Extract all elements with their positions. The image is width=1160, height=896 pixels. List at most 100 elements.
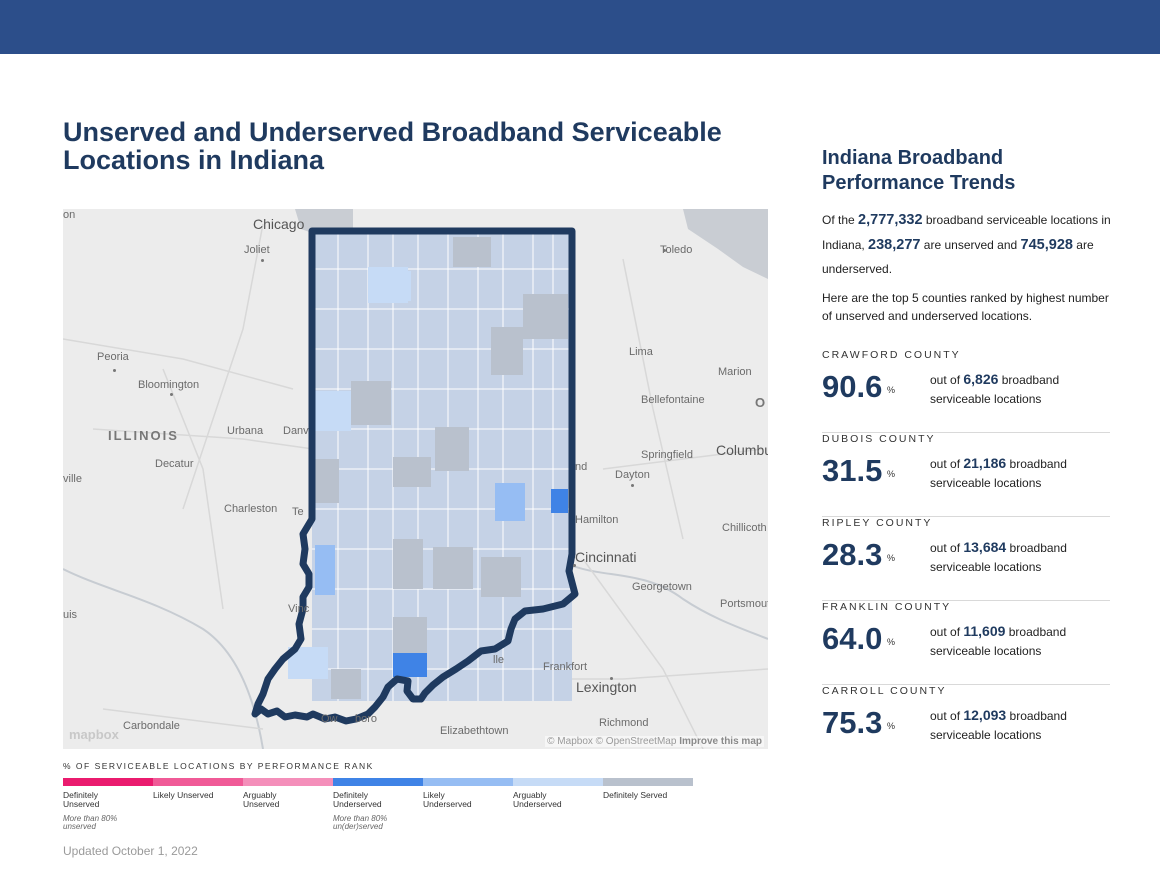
county-card: FRANKLIN COUNTY 64.0 % out of 11,609 bro…: [822, 601, 1110, 685]
map-label: on: [63, 209, 76, 221]
ohio-river: [567, 563, 768, 640]
county-tile[interactable]: [453, 237, 491, 267]
county-percent: 90.6: [822, 369, 883, 404]
map-attribution[interactable]: © Mapbox © OpenStreetMap Improve this ma…: [545, 736, 764, 747]
county-layer[interactable]: [288, 231, 572, 701]
suffix-label: broadband serviceable locations: [930, 709, 1067, 742]
map-label: boro: [355, 713, 378, 725]
county-tile[interactable]: [523, 294, 568, 339]
county-tile[interactable]: [315, 545, 335, 595]
legend-item: Likely Unserved: [153, 778, 243, 800]
county-tile[interactable]: [313, 459, 339, 503]
legend-swatch: [423, 778, 513, 786]
legend-title: % OF SERVICEABLE LOCATIONS BY PERFORMANC…: [63, 761, 374, 771]
map-label: O: [755, 395, 768, 410]
county-tile[interactable]: [435, 427, 469, 471]
total-locations: 2,777,332: [858, 212, 923, 228]
page-title: Unserved and Underserved Broadband Servi…: [63, 117, 722, 175]
county-name: CARROLL COUNTY: [822, 685, 947, 697]
map-label: Vinc: [288, 603, 310, 615]
city-dot: [663, 249, 666, 252]
sidebar-intro: Here are the top 5 counties ranked by hi…: [822, 291, 1109, 323]
map-label: Richmond: [599, 717, 649, 729]
legend-swatch: [513, 778, 603, 786]
county-tile[interactable]: [351, 381, 391, 425]
road-network: [63, 223, 768, 749]
county-name: RIPLEY COUNTY: [822, 517, 933, 529]
map-label: Carbondale: [123, 720, 180, 732]
updated-date: Updated October 1, 2022: [63, 844, 198, 858]
map-label: Lima: [629, 346, 653, 358]
county-card: CARROLL COUNTY 75.3 % out of 12,093 broa…: [822, 685, 1110, 769]
legend-note: More than 80% un(der)served: [333, 814, 388, 831]
map-label: Bloomington: [138, 379, 200, 391]
city-dot: [573, 564, 576, 567]
map-label: Elizabethtown: [440, 725, 509, 737]
map-label: Danv: [283, 425, 309, 437]
summary-text: are underserved.: [822, 237, 1094, 277]
county-tile-crawford[interactable]: [393, 653, 427, 677]
county-name: DUBOIS COUNTY: [822, 433, 936, 445]
county-total: 13,684: [963, 539, 1007, 555]
out-of-label: out of: [930, 373, 964, 387]
map-canvas[interactable]: [63, 209, 768, 749]
suffix-label: broadband serviceable locations: [930, 541, 1067, 574]
unserved-count: 238,277: [868, 236, 921, 253]
county-percent: 75.3: [822, 705, 883, 740]
suffix-label: broadband serviceable locations: [930, 625, 1067, 658]
county-description: out of 11,609 broadband serviceable loca…: [930, 622, 1110, 661]
attribution-text[interactable]: © Mapbox © OpenStreetMap: [547, 736, 677, 747]
city-dot: [610, 677, 613, 680]
county-tile[interactable]: [368, 267, 408, 303]
county-description: out of 12,093 broadband serviceable loca…: [930, 706, 1110, 745]
legend-item: Definitely Served: [603, 778, 693, 800]
legend-label: Definitely Unserved: [63, 790, 100, 809]
county-tile[interactable]: [393, 617, 427, 653]
indiana-map[interactable]: Chicago Joliet Toledo Peoria Bloomington…: [63, 209, 768, 749]
top-banner: [0, 0, 1160, 54]
map-label: Toledo: [660, 244, 693, 256]
mapbox-logo[interactable]: mapbox: [69, 727, 119, 742]
legend-swatch: [333, 778, 423, 786]
suffix-label: broadband serviceable locations: [930, 457, 1067, 490]
map-label: Columbu: [716, 442, 768, 458]
map-label: Chillicoth: [722, 522, 767, 534]
city-dot: [261, 259, 264, 262]
map-label: Ow: [321, 713, 338, 725]
percent-sign: %: [887, 553, 896, 563]
county-name: FRANKLIN COUNTY: [822, 601, 952, 613]
county-tile[interactable]: [393, 457, 431, 487]
city-dot: [170, 393, 173, 396]
percent-sign: %: [887, 721, 896, 731]
county-percent: 64.0: [822, 621, 883, 656]
county-card: RIPLEY COUNTY 28.3 % out of 13,684 broad…: [822, 517, 1110, 601]
summary-text: are unserved and: [920, 237, 1021, 252]
county-tile[interactable]: [495, 483, 525, 521]
county-tile-franklin[interactable]: [551, 489, 568, 513]
county-tile[interactable]: [433, 547, 473, 589]
legend-label: Definitely Served: [603, 790, 668, 800]
county-tile[interactable]: [481, 557, 521, 597]
legend-swatch: [153, 778, 243, 786]
county-tile[interactable]: [393, 539, 423, 589]
county-tile[interactable]: [491, 327, 523, 375]
city-dot: [113, 369, 116, 372]
county-tile[interactable]: [331, 669, 361, 699]
county-total: 12,093: [963, 707, 1007, 723]
map-label: Hamilton: [575, 514, 619, 526]
legend: Definitely Unserved More than 80% unserv…: [63, 778, 693, 838]
county-description: out of 13,684 broadband serviceable loca…: [930, 538, 1110, 577]
summary-text: broadband serviceable locations in India…: [822, 213, 1111, 252]
out-of-label: out of: [930, 709, 964, 723]
improve-map-link[interactable]: Improve this map: [679, 736, 762, 747]
map-label: Marion: [718, 366, 752, 378]
county-list: CRAWFORD COUNTY 90.6 % out of 6,826 broa…: [822, 349, 1110, 769]
map-label: Peoria: [97, 351, 129, 363]
lake-erie: [683, 209, 768, 279]
suffix-label: broadband serviceable locations: [930, 373, 1060, 406]
county-card: DUBOIS COUNTY 31.5 % out of 21,186 broad…: [822, 433, 1110, 517]
county-total: 6,826: [963, 371, 999, 387]
county-tile[interactable]: [315, 391, 351, 431]
legend-note: More than 80% unserved: [63, 814, 118, 831]
county-description: out of 6,826 broadband serviceable locat…: [930, 370, 1110, 409]
